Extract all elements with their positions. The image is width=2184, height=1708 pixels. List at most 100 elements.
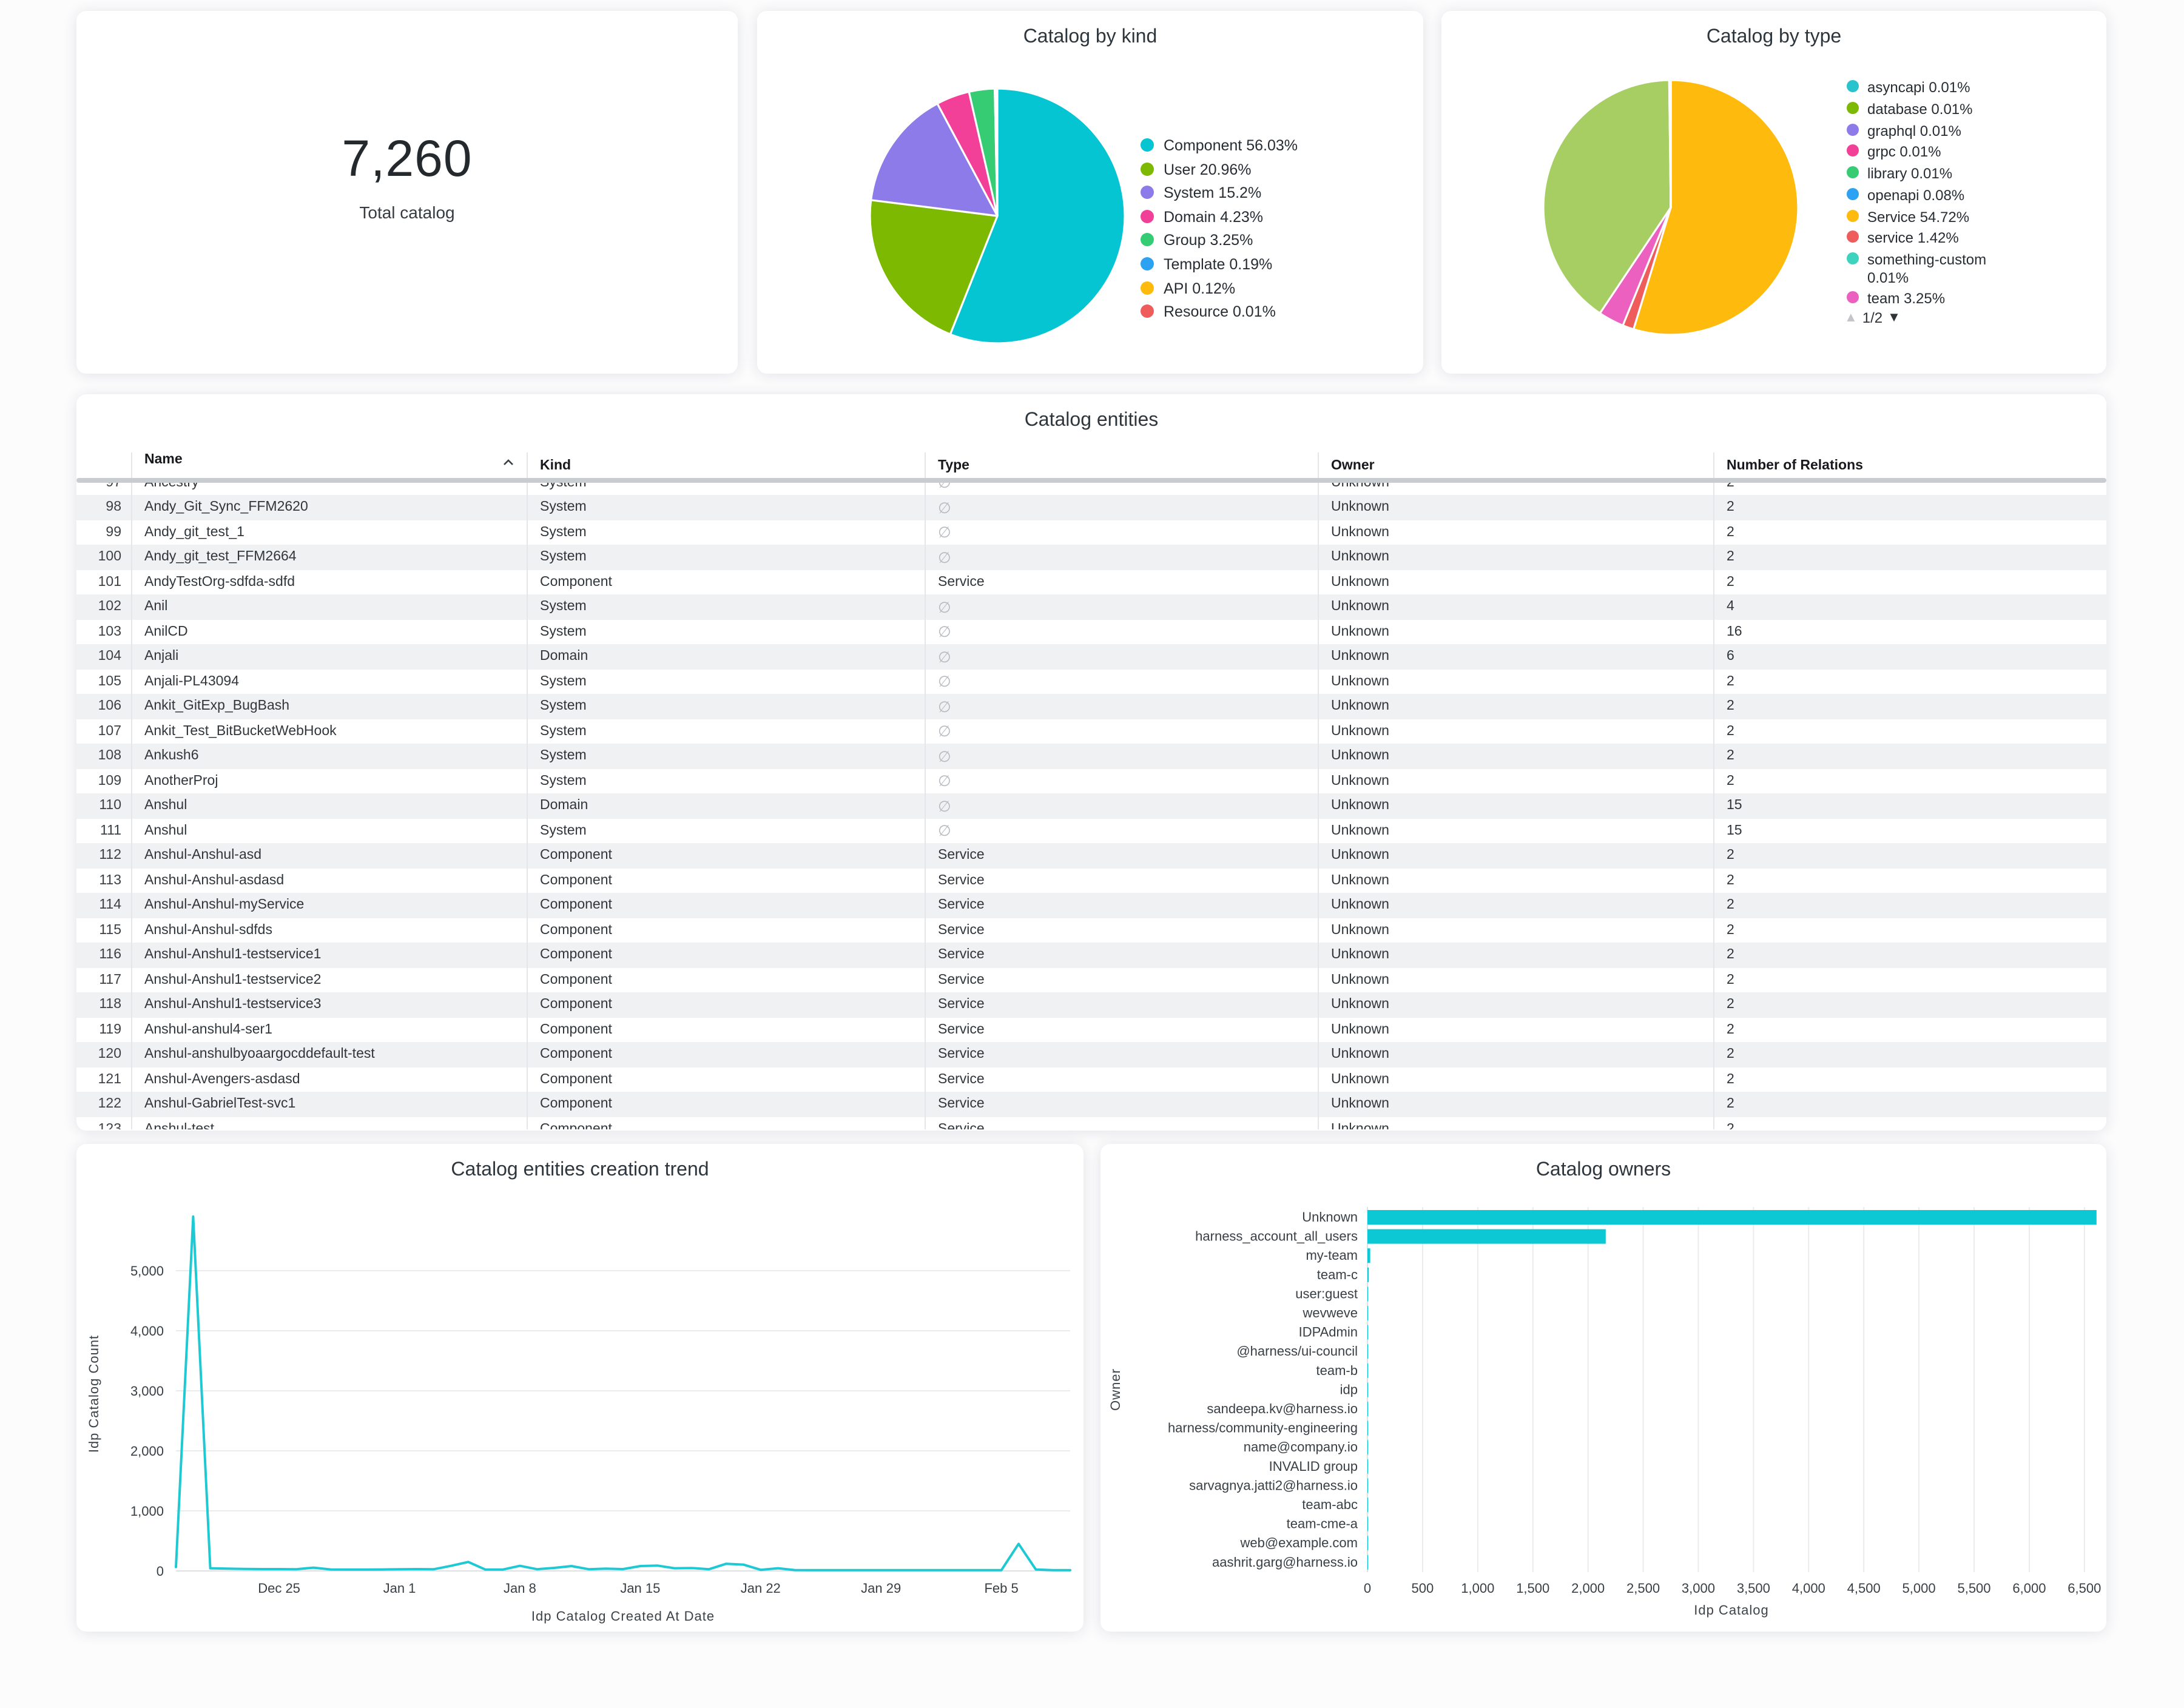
- column-header-name[interactable]: Name: [131, 452, 527, 478]
- legend-item-service[interactable]: service 1.42%: [1847, 230, 2053, 247]
- table-scrollbar[interactable]: [76, 478, 2106, 483]
- legend-item-Template[interactable]: Template 0.19%: [1141, 256, 1298, 273]
- legend-item-database[interactable]: database 0.01%: [1847, 101, 2053, 118]
- legend-item-User[interactable]: User 20.96%: [1141, 161, 1298, 178]
- cell-kind: System: [527, 719, 925, 744]
- column-header-owner[interactable]: Owner: [1318, 452, 1713, 478]
- svg-text:4,000: 4,000: [1792, 1581, 1825, 1596]
- pie-slice-Component[interactable]: [949, 87, 1126, 345]
- legend-item-grpc[interactable]: grpc 0.01%: [1847, 144, 2053, 161]
- bar-aashrit.garg@harness.io[interactable]: [1367, 1555, 1369, 1570]
- table-row[interactable]: 107 Ankit_Test_BitBucketWebHook System ∅ Unk…: [76, 719, 2106, 744]
- cell-owner: Unknown: [1318, 644, 1713, 669]
- table-row[interactable]: 116 Anshul-Anshul1-testservice1 Component S…: [76, 943, 2106, 967]
- column-header-kind[interactable]: Kind: [527, 452, 925, 478]
- table-row[interactable]: 122 Anshul-GabrielTest-svc1 Component Servi…: [76, 1092, 2106, 1117]
- table-row[interactable]: 120 Anshul-anshulbyoaargocddefault-test Co…: [76, 1042, 2106, 1067]
- table-row[interactable]: 110 Anshul Domain ∅ Unknown 15: [76, 793, 2106, 818]
- table-row[interactable]: 118 Anshul-Anshul1-testservice3 Component S…: [76, 992, 2106, 1017]
- cell-name: Anshul-anshulbyoaargocddefault-test: [131, 1042, 527, 1067]
- table-row[interactable]: 100 Andy_git_test_FFM2664 System ∅ Unknown 2: [76, 545, 2106, 570]
- catalog-owners-chart[interactable]: 0 500 1,000 1,500 2,000 2,500 3,000 3,500 4,000 4…: [1100, 1144, 2106, 1632]
- bar-harness_account_all_users[interactable]: [1367, 1229, 1606, 1244]
- table-row[interactable]: 112 Anshul-Anshul-asd Component Service Unkn…: [76, 843, 2106, 868]
- legend-item-asyncapi[interactable]: asyncapi 0.01%: [1847, 79, 2053, 96]
- legend-item-library[interactable]: library 0.01%: [1847, 165, 2053, 183]
- sort-asc-icon[interactable]: [502, 456, 514, 471]
- legend-item-System[interactable]: System 15.2%: [1141, 184, 1298, 201]
- legend-item-openapi[interactable]: openapi 0.08%: [1847, 187, 2053, 204]
- pie-slice-User[interactable]: [869, 199, 999, 335]
- bar-team-b[interactable]: [1367, 1363, 1369, 1378]
- bar-Unknown[interactable]: [1367, 1210, 2097, 1225]
- bar-harness/community-engineering[interactable]: [1367, 1421, 1369, 1436]
- legend-item-API[interactable]: API 0.12%: [1141, 280, 1298, 297]
- bar-web@example.com[interactable]: [1367, 1536, 1369, 1551]
- table-row[interactable]: 98 Andy_Git_Sync_FFM2620 System ∅ Unknown 2: [76, 495, 2106, 520]
- cell-name: Anshul-GabrielTest-svc1: [131, 1092, 527, 1117]
- cell-owner: Unknown: [1318, 1117, 1713, 1129]
- catalog-by-kind-pie[interactable]: [757, 11, 1423, 374]
- table-row[interactable]: 102 Anil System ∅ Unknown 4: [76, 594, 2106, 619]
- svg-text:Jan 22: Jan 22: [741, 1581, 781, 1596]
- cell-type: Service: [925, 868, 1318, 893]
- trend-line[interactable]: [175, 1215, 1071, 1572]
- table-row[interactable]: 123 Anshul-test Component Service Unknown 2: [76, 1117, 2106, 1129]
- table-row[interactable]: 117 Anshul-Anshul1-testservice2 Component S…: [76, 967, 2106, 992]
- pie-slice-unlabeled[interactable]: [1542, 79, 1672, 315]
- column-header-type[interactable]: Type: [925, 452, 1318, 478]
- legend-item-graphql[interactable]: graphql 0.01%: [1847, 122, 2053, 140]
- pie-slice-System[interactable]: [870, 103, 999, 217]
- bar-INVALID group[interactable]: [1367, 1459, 1369, 1474]
- row-number: 99: [106, 525, 121, 540]
- bar-user:guest[interactable]: [1367, 1286, 1369, 1302]
- legend-dot: [1141, 138, 1154, 152]
- table-row[interactable]: 104 Anjali Domain ∅ Unknown 6: [76, 644, 2106, 669]
- legend-item-Domain[interactable]: Domain 4.23%: [1141, 209, 1298, 226]
- legend-page-down-icon[interactable]: ▼: [1887, 311, 1901, 325]
- bar-sandeepa.kv@harness.io[interactable]: [1367, 1402, 1369, 1416]
- owner-label: aashrit.garg@harness.io: [1212, 1555, 1358, 1570]
- legend-page-indicator: 1/2: [1862, 309, 1883, 326]
- table-row[interactable]: 99 Andy_git_test_1 System ∅ Unknown 2: [76, 520, 2106, 545]
- bar-sarvagnya.jatti2@harness.io[interactable]: [1367, 1478, 1369, 1493]
- legend-item-Group[interactable]: Group 3.25%: [1141, 232, 1298, 249]
- table-row[interactable]: 109 AnotherProj System ∅ Unknown 2: [76, 768, 2106, 793]
- column-header-relations[interactable]: Number of Relations: [1713, 452, 2106, 478]
- table-row[interactable]: 121 Anshul-Avengers-asdasd Component Servic…: [76, 1067, 2106, 1092]
- trend-y-axis-title: Idp Catalog Count: [86, 1335, 101, 1453]
- catalog-by-type-pie[interactable]: [1441, 11, 2106, 374]
- table-row[interactable]: 119 Anshul-anshul4-ser1 Component Service Un…: [76, 1017, 2106, 1042]
- creation-trend-chart[interactable]: 0 1,000 2,000 3,000 4,000 5,000 Dec 25 Jan 1 Jan…: [76, 1144, 1084, 1632]
- bar-name@company.io[interactable]: [1367, 1440, 1369, 1455]
- bar-@harness/ui-council[interactable]: [1367, 1344, 1369, 1359]
- bar-wevweve[interactable]: [1367, 1306, 1369, 1320]
- table-row[interactable]: 111 Anshul System ∅ Unknown 15: [76, 818, 2106, 843]
- table-row[interactable]: 106 Ankit_GitExp_BugBash System ∅ Unknown 2: [76, 694, 2106, 719]
- row-number: 105: [98, 674, 121, 689]
- bar-my-team[interactable]: [1367, 1248, 1370, 1263]
- table-row[interactable]: 114 Anshul-Anshul-myService Component Servi…: [76, 893, 2106, 918]
- table-row[interactable]: 105 Anjali-PL43094 System ∅ Unknown 2: [76, 669, 2106, 694]
- pie-slice-Service[interactable]: [1633, 79, 1799, 336]
- legend-item-Service[interactable]: Service 54.72%: [1847, 208, 2053, 226]
- legend-item-Resource[interactable]: Resource 0.01%: [1141, 303, 1298, 320]
- legend-page-up-icon[interactable]: ▲: [1844, 311, 1858, 325]
- bar-team-cme-a[interactable]: [1367, 1516, 1369, 1531]
- row-number: 107: [98, 724, 121, 739]
- table-row[interactable]: 113 Anshul-Anshul-asdasd Component Service U…: [76, 868, 2106, 893]
- bar-idp[interactable]: [1367, 1382, 1369, 1397]
- legend-item-Component[interactable]: Component 56.03%: [1141, 137, 1298, 154]
- bar-IDPAdmin[interactable]: [1367, 1325, 1369, 1340]
- table-row[interactable]: 108 Ankush6 System ∅ Unknown 2: [76, 744, 2106, 768]
- bar-team-c[interactable]: [1367, 1267, 1369, 1282]
- cell-kind: Domain: [527, 793, 925, 818]
- legend-item-team[interactable]: team 3.25%: [1847, 291, 2053, 303]
- owner-label: team-b: [1316, 1363, 1358, 1378]
- legend-label: Component 56.03%: [1164, 137, 1298, 154]
- legend-item-something-custom[interactable]: something-custom 0.01%: [1847, 252, 2053, 287]
- table-row[interactable]: 115 Anshul-Anshul-sdfds Component Service Un…: [76, 918, 2106, 943]
- bar-team-abc[interactable]: [1367, 1498, 1369, 1512]
- table-row[interactable]: 103 AnilCD System ∅ Unknown 16: [76, 619, 2106, 644]
- table-row[interactable]: 101 AndyTestOrg-sdfda-sdfd Component Servic…: [76, 570, 2106, 594]
